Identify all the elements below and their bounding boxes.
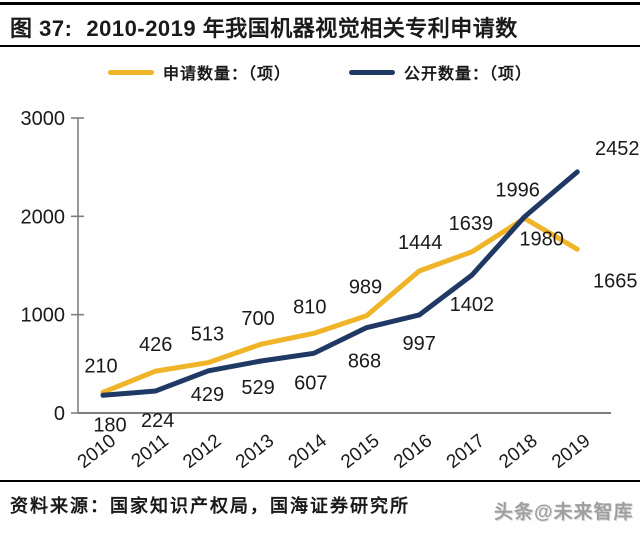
data-label-applications: 1980 [519,228,564,250]
x-tick-label: 2011 [128,430,173,472]
data-label-applications: 810 [293,296,326,318]
title-top-rule [0,2,640,5]
x-tick-label: 2010 [74,430,120,473]
x-tick-label: 2016 [390,430,436,473]
x-tick-label: 2013 [232,430,278,473]
data-label-applications: 1665 [593,270,638,292]
y-tick-label: 0 [54,403,65,425]
data-label-applications: 513 [191,324,224,346]
figure-title: 图 37: 2010-2019 年我国机器视觉相关专利申请数 [10,11,634,43]
y-tick-label: 3000 [21,108,66,130]
data-label-publications: 1996 [495,180,540,202]
legend-label-applications: 申请数量：（项） [162,66,291,83]
title-bottom-rule [0,45,640,47]
data-label-publications: 224 [141,410,174,432]
data-label-publications: 997 [403,333,436,355]
x-tick-label: 2015 [337,430,383,473]
data-label-publications: 607 [294,372,327,394]
legend-swatch-publications [349,69,395,75]
data-label-publications: 429 [191,384,224,406]
data-label-applications: 426 [139,334,172,356]
data-label-publications: 180 [93,414,126,436]
legend-swatch-applications [107,69,154,75]
y-tick-label: 1000 [21,305,66,327]
data-label-publications: 868 [348,351,381,373]
data-label-applications: 1639 [449,213,494,235]
data-label-applications: 700 [241,308,274,330]
data-label-applications: 989 [349,277,382,299]
series-line-publications [100,169,580,398]
figure-title-text: 2010-2019 年我国机器视觉相关专利申请数 [86,16,518,41]
x-tick-label: 2019 [548,430,594,473]
series-line-applications [100,215,580,395]
watermark: 头条@未来智库 [494,502,634,523]
chart-legend: 申请数量：（项） 公开数量：（项） [0,58,640,86]
source-note: 资料来源：国家知识产权局，国海证券研究所 [10,496,410,516]
data-label-publications: 529 [241,377,274,399]
data-label-publications: 2452 [595,138,640,160]
data-label-applications: 210 [84,355,117,377]
legend-item-publications: 公开数量：（项） [349,60,532,84]
x-tick-label: 2018 [495,430,541,473]
x-tick-label: 2014 [285,430,332,473]
data-label-publications: 1402 [450,294,495,316]
x-tick-label: 2017 [443,430,489,473]
y-tick-label: 2000 [21,206,66,228]
figure-number: 图 37: [10,16,73,41]
line-chart: 0 1000 2000 3000 2010 2011 2012 2013 2014 2015 201… [0,95,640,475]
legend-label-publications: 公开数量：（项） [404,66,533,83]
data-label-applications: 1444 [398,232,443,254]
footer-rule [0,480,640,482]
legend-item-applications: 申请数量：（项） [107,60,291,84]
x-tick-label: 2012 [179,430,225,473]
